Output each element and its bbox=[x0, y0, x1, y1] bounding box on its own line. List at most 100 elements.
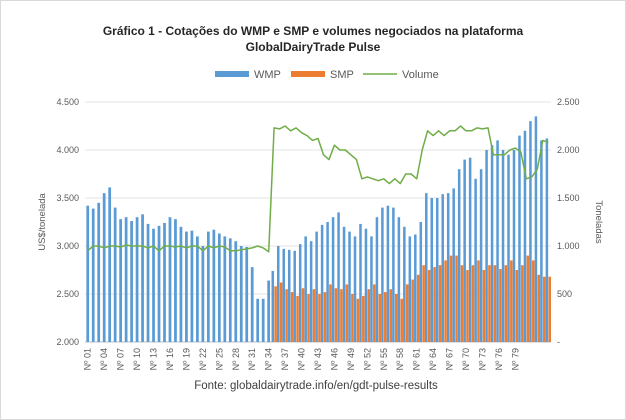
x-tick-label: Nº 04 bbox=[99, 348, 109, 370]
wmp-bar bbox=[119, 219, 123, 342]
x-tick-label: Nº 34 bbox=[264, 348, 274, 370]
smp-bar bbox=[362, 295, 365, 342]
x-tick-label: Nº 73 bbox=[477, 348, 487, 370]
smp-bar bbox=[334, 288, 338, 342]
x-tick-label: Nº 13 bbox=[149, 348, 159, 370]
smp-bar bbox=[285, 289, 288, 342]
wmp-bar bbox=[501, 150, 505, 342]
smp-bar bbox=[416, 274, 420, 342]
x-tick-label: Nº 16 bbox=[165, 348, 175, 370]
wmp-bar bbox=[326, 222, 329, 342]
x-tick-label: Nº 70 bbox=[461, 348, 471, 370]
wmp-bar bbox=[287, 249, 291, 342]
wmp-bar bbox=[348, 231, 351, 342]
y-axis-title: US$/tonelada bbox=[37, 193, 48, 251]
smp-bar bbox=[301, 288, 305, 342]
x-tick-label: Nº 76 bbox=[494, 348, 504, 370]
smp-bar bbox=[471, 265, 475, 342]
wmp-bar bbox=[408, 236, 412, 342]
wmp-bar bbox=[353, 236, 357, 342]
wmp-bar bbox=[152, 228, 155, 342]
smp-bar bbox=[356, 298, 360, 342]
wmp-bar bbox=[201, 246, 205, 342]
wmp-bar bbox=[364, 228, 368, 342]
chart-title-line2: GlobalDairyTrade Pulse bbox=[246, 40, 381, 54]
wmp-bar bbox=[381, 207, 384, 342]
y-axis-ticks: 2.000 2.500 3.000 3.500 4.000 4.500 bbox=[56, 97, 79, 347]
wmp-bar bbox=[239, 246, 243, 342]
wmp-bar bbox=[163, 222, 166, 342]
wmp-bar bbox=[523, 130, 527, 342]
wmp-bar bbox=[315, 231, 318, 342]
smp-bar bbox=[296, 295, 299, 342]
gridlines bbox=[85, 101, 551, 343]
wmp-bar bbox=[512, 150, 516, 342]
wmp-bar bbox=[185, 231, 188, 342]
x-tick-label: Nº 55 bbox=[379, 348, 389, 370]
legend-label-volume: Volume bbox=[402, 69, 439, 81]
wmp-bar bbox=[490, 145, 494, 342]
wmp-bar bbox=[174, 219, 177, 342]
wmp-bar bbox=[190, 230, 194, 342]
wmp-bar bbox=[304, 236, 307, 342]
smp-bar bbox=[499, 269, 502, 342]
x-tick-label: Nº 64 bbox=[428, 348, 438, 370]
y2-tick-label: - bbox=[557, 337, 560, 347]
smp-bar bbox=[307, 294, 310, 342]
wmp-bars bbox=[86, 116, 549, 343]
wmp-bar bbox=[518, 135, 521, 342]
smp-bar bbox=[411, 279, 414, 342]
smp-bar bbox=[394, 294, 398, 342]
y2-tick-label: 2.500 bbox=[557, 97, 580, 107]
wmp-bar bbox=[392, 207, 395, 342]
x-tick-label: Nº 67 bbox=[445, 348, 455, 370]
smp-bar bbox=[488, 265, 491, 342]
smp-bar bbox=[526, 255, 530, 342]
x-tick-label: Nº 01 bbox=[83, 348, 93, 370]
wmp-bar bbox=[419, 222, 423, 342]
wmp-bar bbox=[337, 212, 340, 342]
wmp-bar bbox=[397, 217, 401, 342]
x-tick-label: Nº 49 bbox=[346, 348, 356, 370]
smp-bars bbox=[274, 255, 551, 342]
smp-bar bbox=[510, 260, 513, 342]
smp-bar bbox=[389, 289, 393, 342]
wmp-bar bbox=[267, 280, 271, 342]
smp-bar bbox=[340, 289, 343, 342]
x-tick-label: Nº 22 bbox=[198, 348, 208, 370]
wmp-bar bbox=[507, 154, 510, 342]
wmp-bar bbox=[309, 241, 313, 342]
x-tick-label: Nº 07 bbox=[116, 348, 126, 370]
wmp-bar bbox=[485, 150, 488, 342]
wmp-bar bbox=[196, 236, 199, 342]
wmp-bar bbox=[446, 193, 450, 342]
smp-bar bbox=[405, 284, 409, 342]
x-axis-ticks: Nº 01 Nº 04 Nº 07 Nº 10 Nº 13 Nº 16 Nº 19 Nº 22… bbox=[83, 348, 521, 370]
smp-bar bbox=[460, 265, 464, 342]
wmp-bar bbox=[430, 198, 434, 342]
wmp-bar bbox=[529, 121, 532, 342]
wmp-bar bbox=[146, 223, 150, 342]
wmp-bar bbox=[386, 205, 390, 342]
smp-bar bbox=[384, 292, 387, 342]
smp-bar bbox=[367, 289, 371, 342]
wmp-bar bbox=[282, 248, 285, 342]
wmp-bar bbox=[452, 188, 455, 342]
y-tick-label: 2.500 bbox=[56, 289, 79, 299]
volume-series bbox=[87, 125, 549, 253]
wmp-bar bbox=[130, 221, 133, 342]
wmp-bar bbox=[97, 202, 101, 342]
wmp-bar bbox=[157, 225, 161, 342]
smp-bar bbox=[378, 294, 382, 342]
smp-bar bbox=[279, 282, 283, 342]
wmp-bar bbox=[124, 217, 128, 342]
wmp-bar bbox=[375, 217, 379, 342]
y2-axis-ticks: - 500 1.000 1.500 2.000 2.500 bbox=[557, 97, 580, 347]
wmp-bar bbox=[293, 250, 296, 342]
legend-label-smp: SMP bbox=[330, 69, 354, 81]
wmp-bar bbox=[179, 226, 183, 342]
smp-bar bbox=[422, 265, 425, 342]
wmp-bar bbox=[441, 194, 444, 342]
